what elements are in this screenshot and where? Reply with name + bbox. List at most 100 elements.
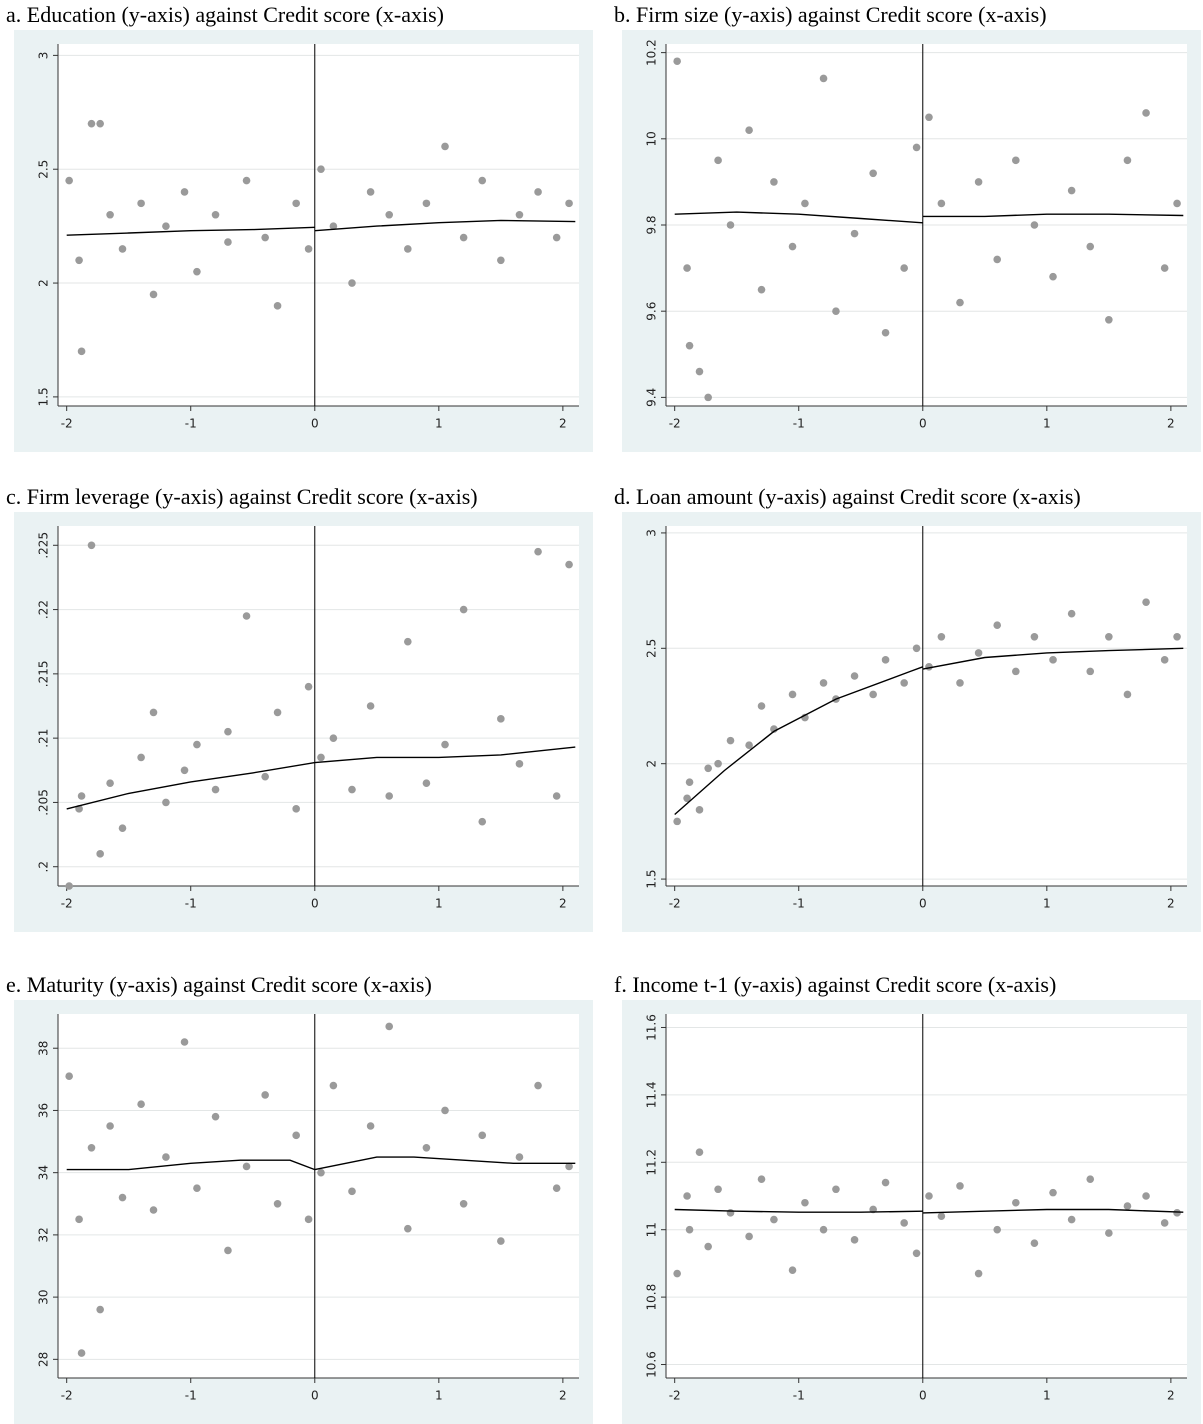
y-tick-label: 10 xyxy=(645,131,659,146)
y-tick-label: 11.2 xyxy=(645,1149,659,1176)
scatter-point xyxy=(162,1153,170,1161)
scatter-point xyxy=(1142,109,1150,117)
scatter-point xyxy=(87,119,96,128)
scatter-point xyxy=(1105,632,1113,641)
scatter-point xyxy=(900,264,908,272)
scatter-point xyxy=(224,1246,232,1255)
fit-line xyxy=(922,647,1184,670)
fit-line xyxy=(66,761,315,810)
x-tick-label: -2 xyxy=(669,1389,681,1403)
scatter-point xyxy=(317,753,325,762)
scatter-point xyxy=(261,233,269,242)
scatter-point xyxy=(441,740,449,749)
x-tick-label: 1 xyxy=(1043,1389,1051,1403)
scatter-point xyxy=(366,188,375,196)
y-tick-label: .22 xyxy=(37,600,51,619)
panel: f. Income t-1 (y-axis) against Credit sc… xyxy=(614,972,1201,1424)
scatter-point xyxy=(673,817,681,826)
scatter-point xyxy=(993,621,1002,630)
fit-line xyxy=(314,746,576,764)
scatter-point xyxy=(292,199,300,208)
scatter-point xyxy=(1067,1215,1076,1224)
scatter-point xyxy=(1142,1192,1150,1200)
scatter-point xyxy=(788,242,797,251)
scatter-point xyxy=(912,143,921,152)
scatter-point xyxy=(385,1022,394,1031)
scatter-point xyxy=(881,656,890,664)
y-tick-label: 10.6 xyxy=(645,1351,659,1378)
scatter-point xyxy=(1160,264,1169,272)
scatter-point xyxy=(552,1184,561,1193)
fit-line xyxy=(922,1208,1184,1214)
scatter-point xyxy=(993,1225,1002,1234)
scatter-point xyxy=(1012,1198,1020,1207)
scatter-point xyxy=(1173,199,1181,208)
scatter-point xyxy=(329,1081,338,1090)
scatter-point xyxy=(118,245,127,253)
scatter-point xyxy=(329,222,338,230)
y-tick-label: 3 xyxy=(645,529,659,537)
scatter-point xyxy=(714,759,722,768)
scatter-point xyxy=(242,612,251,620)
x-tick-label: 1 xyxy=(1043,897,1051,911)
panel-title: b. Firm size (y-axis) against Credit sco… xyxy=(614,2,1047,27)
fit-line xyxy=(66,1159,316,1171)
scatter-point xyxy=(726,736,735,745)
y-tick-label: 30 xyxy=(37,1289,51,1304)
y-tick-label: 2.5 xyxy=(645,639,659,658)
scatter-point xyxy=(149,708,158,717)
scatter-point xyxy=(832,307,840,315)
x-tick-label: 1 xyxy=(435,1389,443,1403)
scatter-point xyxy=(459,233,468,242)
scatter-point xyxy=(993,255,1002,264)
plot-area xyxy=(666,526,1187,886)
scatter-point xyxy=(726,1209,735,1217)
x-tick-label: -2 xyxy=(61,417,73,431)
scatter-point xyxy=(534,188,542,196)
scatter-point xyxy=(869,690,877,699)
y-tick-label: 2 xyxy=(37,279,51,287)
scatter-point xyxy=(819,74,828,83)
scatter-point xyxy=(552,233,561,242)
scatter-point xyxy=(304,682,313,691)
scatter-point xyxy=(695,367,704,376)
scatter-point xyxy=(193,1184,201,1193)
scatter-point xyxy=(211,785,220,794)
scatter-point xyxy=(1123,690,1132,699)
scatter-point xyxy=(106,210,114,219)
fit-line xyxy=(674,666,924,816)
x-tick-label: 2 xyxy=(559,1389,567,1403)
x-tick-label: 1 xyxy=(435,897,443,911)
scatter-point xyxy=(850,1236,859,1244)
panel-title: d. Loan amount (y-axis) against Credit s… xyxy=(614,484,1081,509)
x-tick-label: -2 xyxy=(61,1389,73,1403)
scatter-point xyxy=(304,245,313,253)
x-tick-label: -1 xyxy=(185,417,197,431)
scatter-point xyxy=(974,1269,983,1278)
scatter-point xyxy=(869,169,877,178)
x-tick-label: 1 xyxy=(435,417,443,431)
scatter-point xyxy=(441,1106,449,1115)
y-tick-label: .225 xyxy=(37,532,51,559)
scatter-point xyxy=(261,1091,269,1099)
scatter-point xyxy=(685,1225,694,1234)
scatter-point xyxy=(149,290,158,299)
y-tick-label: .205 xyxy=(37,789,51,816)
scatter-point xyxy=(1049,272,1057,281)
scatter-point xyxy=(1030,221,1039,229)
scatter-point xyxy=(422,199,431,208)
scatter-point xyxy=(1160,656,1169,664)
x-tick-label: 2 xyxy=(1167,417,1175,431)
scatter-point xyxy=(1012,667,1020,676)
scatter-point xyxy=(404,637,412,646)
scatter-point xyxy=(757,1175,766,1183)
panel: a. Education (y-axis) against Credit sco… xyxy=(6,2,593,452)
scatter-point xyxy=(441,142,449,151)
scatter-point xyxy=(317,1168,325,1177)
y-tick-label: 1.5 xyxy=(37,387,51,406)
fit-line xyxy=(674,1208,923,1213)
scatter-point xyxy=(801,1198,809,1207)
x-tick-label: -2 xyxy=(669,897,681,911)
scatter-point xyxy=(683,1192,691,1200)
x-tick-label: 0 xyxy=(311,417,319,431)
